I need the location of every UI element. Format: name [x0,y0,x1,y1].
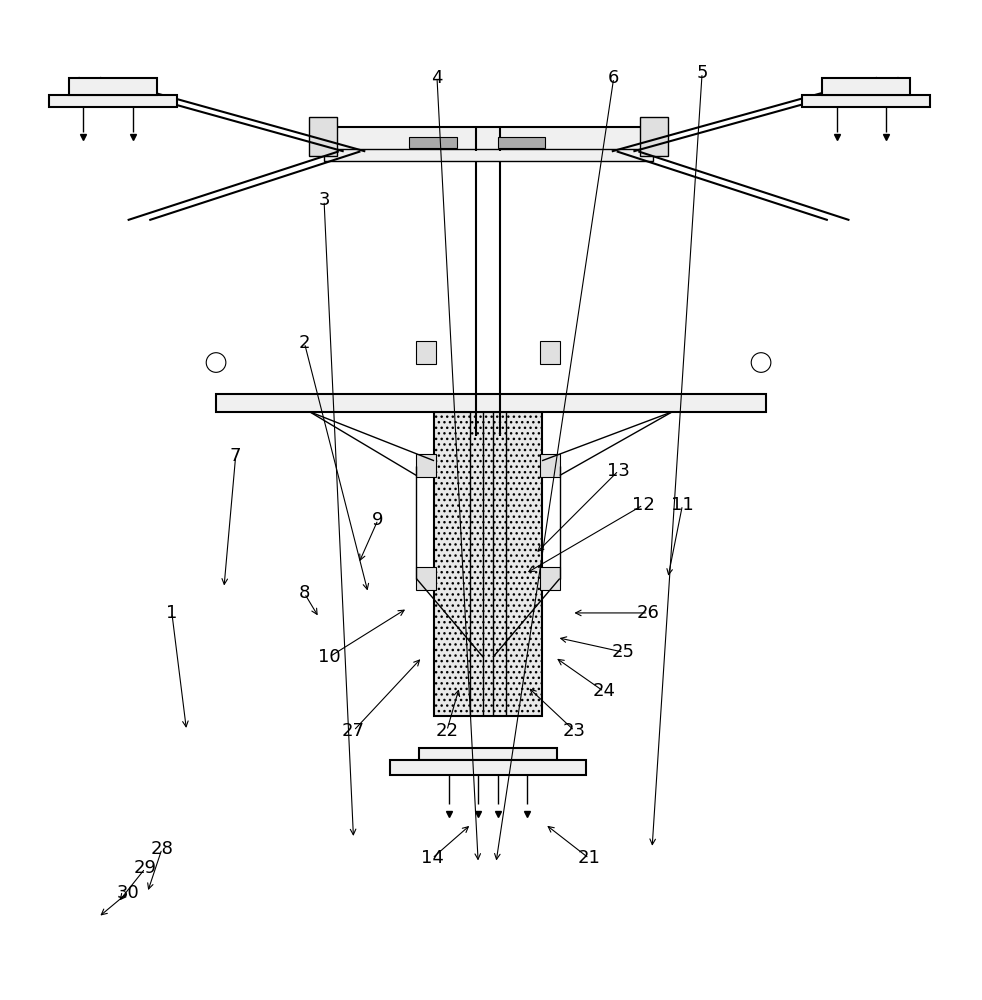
Text: 11: 11 [671,496,694,514]
Bar [416,567,436,590]
Bar [498,137,545,148]
Text: 25: 25 [612,643,635,661]
Bar [49,95,177,107]
Bar [416,341,436,364]
Text: 9: 9 [372,511,384,529]
Bar [416,454,436,477]
Text: 27: 27 [342,722,365,740]
Bar [802,95,930,107]
Text: 23: 23 [563,722,586,740]
Text: 30: 30 [116,884,139,902]
Text: 7: 7 [230,447,242,465]
Bar [324,127,653,151]
Text: 21: 21 [577,849,601,867]
Text: 29: 29 [134,859,157,877]
Text: 28: 28 [150,840,174,858]
Text: 13: 13 [607,462,630,480]
Bar [409,137,457,148]
Text: 3: 3 [318,191,330,209]
Bar [540,567,560,590]
Text: 4: 4 [431,69,443,87]
Text: 10: 10 [317,648,341,666]
Text: 1: 1 [166,604,178,622]
Bar [822,78,910,95]
Text: 26: 26 [636,604,660,622]
Bar [540,454,560,477]
Text: 8: 8 [299,584,310,602]
Bar [309,117,337,156]
Bar [216,394,766,412]
Text: 22: 22 [435,722,459,740]
Bar [540,341,560,364]
Text: 6: 6 [608,69,620,87]
Text: 24: 24 [592,682,616,700]
Bar [434,412,542,716]
Text: 14: 14 [420,849,444,867]
Text: 2: 2 [299,334,310,352]
Text: 12: 12 [631,496,655,514]
Bar [640,117,668,156]
Bar [69,78,157,95]
Bar [324,149,653,161]
Bar [390,760,586,775]
Bar [419,748,557,760]
Text: 5: 5 [696,64,708,82]
